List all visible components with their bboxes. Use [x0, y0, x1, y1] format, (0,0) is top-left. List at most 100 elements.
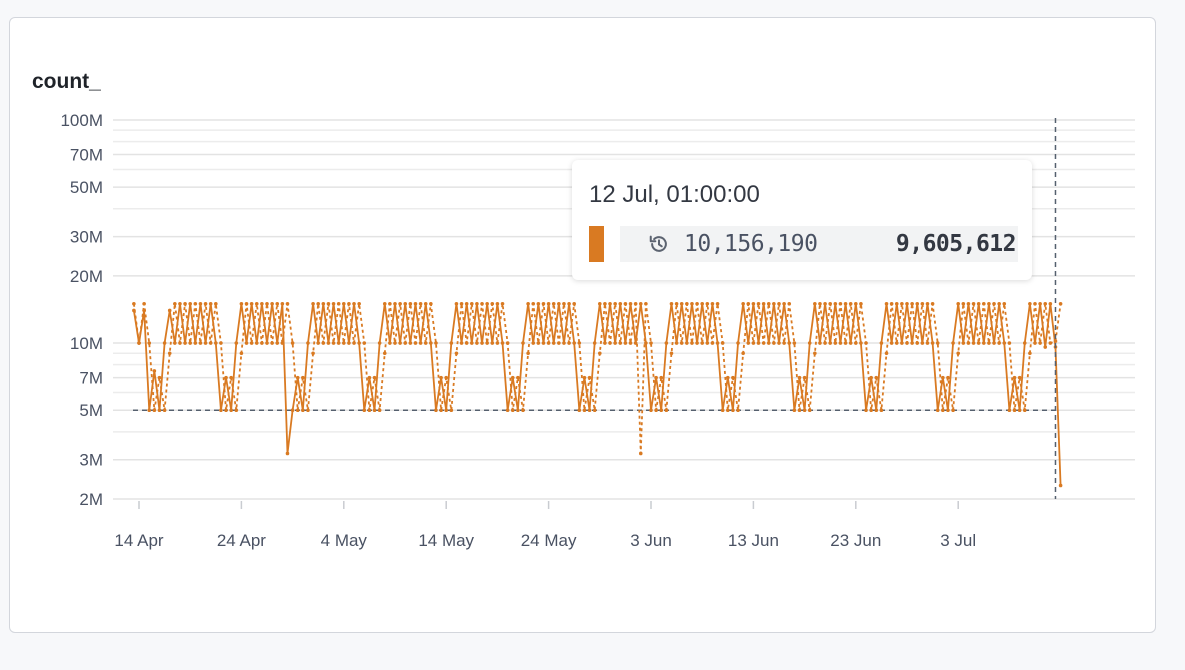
y-tick-label: 5M — [79, 401, 103, 420]
panel-title: count_ — [32, 70, 101, 93]
data-point — [910, 341, 914, 345]
data-point — [352, 341, 356, 345]
series-line-current — [132, 302, 1062, 486]
data-point — [173, 341, 177, 345]
data-point — [142, 301, 146, 306]
series-line-previous — [132, 302, 1062, 455]
data-point — [382, 351, 387, 356]
data-point — [1028, 351, 1032, 356]
data-point — [516, 375, 520, 380]
data-point — [613, 301, 617, 306]
y-tick-label: 30M — [70, 228, 103, 247]
data-point — [388, 301, 392, 306]
data-point — [818, 341, 822, 345]
data-point — [833, 341, 838, 345]
data-point — [449, 408, 454, 413]
data-point — [536, 301, 541, 306]
data-point — [889, 341, 894, 345]
data-point — [147, 341, 152, 345]
data-point — [244, 301, 249, 306]
data-point — [966, 341, 971, 345]
data-point — [434, 341, 438, 345]
data-point — [884, 351, 889, 356]
data-point — [628, 341, 633, 345]
data-point — [741, 351, 745, 356]
data-point — [418, 301, 423, 306]
data-point — [982, 341, 986, 345]
data-point — [997, 301, 1001, 306]
data-point — [772, 341, 776, 345]
data-point — [137, 341, 141, 345]
data-point — [562, 301, 566, 306]
data-point — [408, 341, 413, 345]
data-point — [874, 375, 879, 380]
data-point — [751, 301, 756, 306]
data-point — [879, 341, 884, 345]
data-point — [935, 408, 940, 413]
data-point — [454, 351, 459, 356]
data-point — [464, 301, 469, 306]
data-point — [761, 341, 766, 345]
data-point — [377, 341, 382, 345]
data-point — [1058, 483, 1063, 488]
data-point — [173, 301, 177, 306]
data-point — [710, 301, 715, 306]
data-point — [956, 301, 960, 306]
data-point — [700, 301, 704, 306]
data-point — [690, 341, 694, 345]
data-point — [874, 408, 879, 413]
data-point — [557, 341, 561, 345]
data-point — [357, 341, 361, 345]
data-point — [1007, 341, 1012, 345]
data-point — [254, 301, 259, 306]
data-point — [1028, 301, 1032, 306]
data-point — [992, 301, 996, 306]
data-point — [244, 341, 249, 345]
data-point — [787, 301, 792, 306]
data-point — [608, 301, 612, 306]
data-point — [772, 301, 776, 306]
data-point — [649, 341, 653, 345]
data-point — [838, 341, 843, 345]
data-point — [910, 301, 914, 306]
data-point — [644, 341, 648, 345]
data-point — [807, 408, 812, 413]
data-point — [418, 341, 423, 345]
data-point — [531, 301, 536, 306]
data-point — [342, 301, 346, 306]
data-point — [915, 341, 920, 345]
data-point — [229, 408, 233, 413]
data-point — [301, 408, 305, 413]
data-point — [818, 301, 822, 306]
data-point — [429, 341, 433, 345]
chart-tooltip: 12 Jul, 01:00:00 10,156,190 9,605,612 — [572, 160, 1032, 280]
series-previous — [132, 301, 1063, 456]
data-point — [766, 301, 771, 306]
data-point — [490, 301, 495, 306]
data-point — [280, 301, 285, 306]
data-point — [480, 341, 484, 345]
data-point — [685, 301, 689, 306]
data-point — [1058, 301, 1063, 306]
tooltip-current-value: 9,605,612 — [895, 231, 1017, 257]
data-point — [690, 301, 694, 306]
data-point — [249, 301, 254, 306]
data-point — [178, 341, 182, 345]
data-point — [413, 341, 418, 345]
data-point — [214, 341, 218, 345]
data-point — [889, 301, 894, 306]
data-point — [966, 301, 971, 306]
data-point — [756, 341, 761, 345]
data-point — [290, 341, 295, 345]
data-point — [700, 341, 704, 345]
data-point — [290, 408, 295, 413]
y-tick-label: 70M — [70, 146, 103, 165]
data-point — [162, 341, 167, 345]
data-point — [859, 341, 863, 345]
data-point — [644, 301, 648, 306]
data-point — [971, 301, 976, 306]
data-point — [638, 301, 643, 306]
data-point — [802, 375, 807, 380]
data-point — [905, 341, 909, 345]
